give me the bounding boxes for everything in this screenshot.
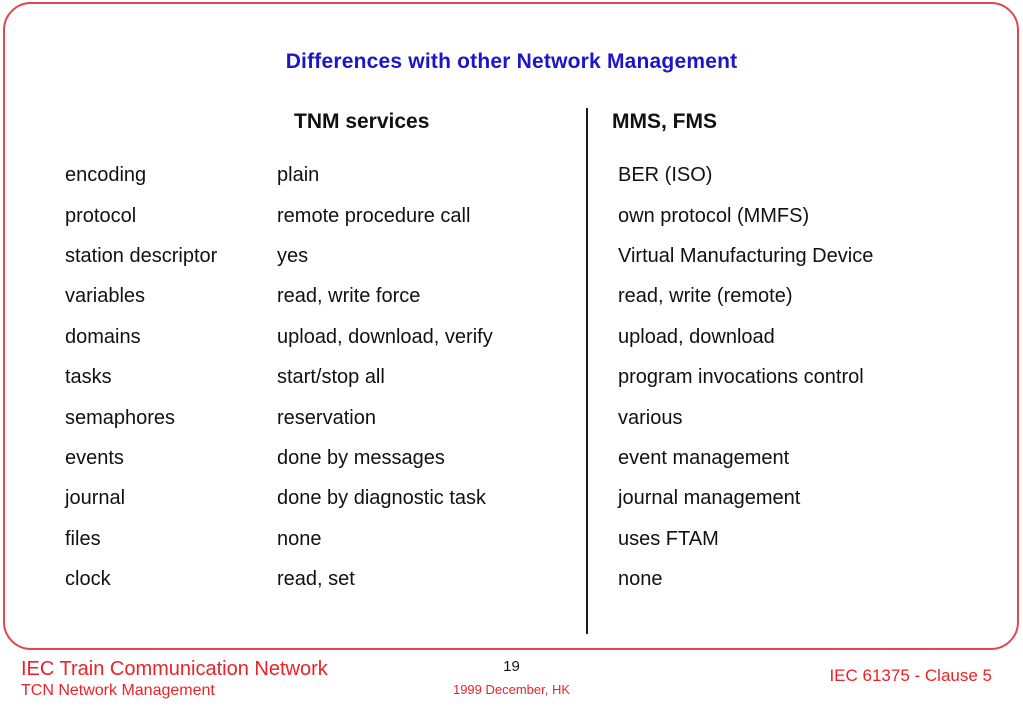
- mms-value: BER (ISO): [618, 164, 713, 187]
- row-label: journal: [65, 487, 126, 510]
- table-row: tasks start/stop all program invocations…: [65, 357, 1005, 397]
- row-label: domains: [65, 325, 141, 348]
- row-label: clock: [65, 568, 111, 591]
- mms-value: uses FTAM: [618, 527, 719, 550]
- table-row: clock read, set none: [65, 559, 1005, 599]
- footer-center: 19 1999 December, HK: [453, 659, 570, 696]
- mms-value: various: [618, 406, 683, 429]
- tnm-value: read, set: [277, 568, 355, 591]
- column-header-mms: MMS, FMS: [612, 110, 717, 133]
- tnm-value: none: [277, 527, 322, 550]
- footer-clause: IEC 61375 - Clause 5: [829, 666, 992, 685]
- row-label: protocol: [65, 204, 137, 227]
- table-row: variables read, write force read, write …: [65, 276, 1005, 316]
- table-rows: encoding plain BER (ISO) protocol remote…: [65, 155, 1005, 599]
- table-row: station descriptor yes Virtual Manufactu…: [65, 236, 1005, 276]
- tnm-value: yes: [277, 244, 309, 267]
- mms-value: event management: [618, 446, 790, 469]
- row-label: events: [65, 446, 124, 469]
- tnm-value: done by messages: [277, 446, 445, 469]
- mms-value: program invocations control: [618, 366, 864, 389]
- table-row: events done by messages event management: [65, 438, 1005, 478]
- table-row: domains upload, download, verify upload,…: [65, 317, 1005, 357]
- mms-value: journal management: [618, 487, 801, 510]
- row-label: variables: [65, 285, 146, 308]
- column-header-tnm: TNM services: [294, 110, 430, 133]
- tnm-value: done by diagnostic task: [277, 487, 487, 510]
- page-title: Differences with other Network Managemen…: [285, 50, 738, 73]
- row-label: files: [65, 527, 101, 550]
- page-number: 19: [503, 658, 520, 675]
- slide-border: [3, 2, 1019, 650]
- mms-value: upload, download: [618, 325, 775, 348]
- row-label: tasks: [65, 366, 112, 389]
- tnm-value: upload, download, verify: [277, 325, 493, 348]
- tnm-value: read, write force: [277, 285, 421, 308]
- tnm-value: plain: [277, 164, 320, 187]
- mms-value: none: [618, 568, 663, 591]
- table-row: semaphores reservation various: [65, 397, 1005, 437]
- footer-org-title: IEC Train Communication Network: [21, 658, 328, 680]
- row-label: semaphores: [65, 406, 176, 429]
- row-label: station descriptor: [65, 244, 218, 267]
- table-row: files none uses FTAM: [65, 519, 1005, 559]
- tnm-value: start/stop all: [277, 366, 385, 389]
- column-divider: [586, 108, 588, 634]
- row-label: encoding: [65, 164, 147, 187]
- footer-date: 1999 December, HK: [452, 682, 571, 697]
- table-row: journal done by diagnostic task journal …: [65, 478, 1005, 518]
- table-row: encoding plain BER (ISO): [65, 155, 1005, 195]
- tnm-value: remote procedure call: [277, 204, 471, 227]
- tnm-value: reservation: [277, 406, 376, 429]
- mms-value: own protocol (MMFS): [618, 204, 810, 227]
- mms-value: Virtual Manufacturing Device: [618, 244, 874, 267]
- footer-subtitle: TCN Network Management: [21, 682, 215, 699]
- mms-value: read, write (remote): [618, 285, 793, 308]
- footer-left: IEC Train Communication Network TCN Netw…: [21, 657, 328, 701]
- table-row: protocol remote procedure call own proto…: [65, 195, 1005, 235]
